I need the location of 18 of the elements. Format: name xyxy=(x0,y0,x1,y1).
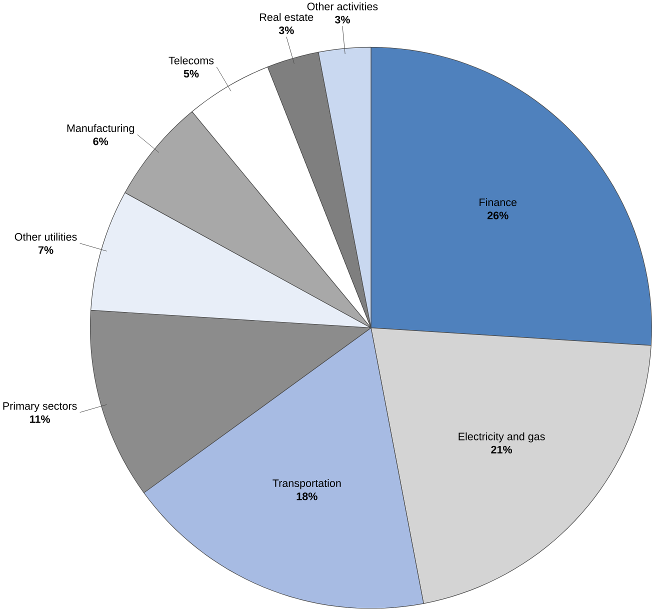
data-label: 5% xyxy=(184,70,199,78)
data-label: 21% xyxy=(491,446,512,454)
data-label: 26% xyxy=(487,212,508,220)
data-label: 3% xyxy=(334,16,350,24)
slice-label: Real estate xyxy=(260,13,314,22)
slice-label: Other utilities xyxy=(14,232,77,241)
slice-label: Primary sectors xyxy=(3,402,77,412)
slice-label: Finance xyxy=(480,198,517,206)
slice-label: Electricity and gas xyxy=(458,432,545,443)
data-label: 18% xyxy=(296,492,318,500)
slice-label: Telecoms xyxy=(168,56,214,64)
data-label: 7% xyxy=(38,246,54,254)
data-label: 6% xyxy=(93,138,108,146)
data-label: 3% xyxy=(278,26,294,34)
slice-label: Transportation xyxy=(272,479,341,490)
data-label: 11% xyxy=(30,415,50,424)
slice-label: Other activities xyxy=(307,2,378,10)
slice-label: Manufacturing xyxy=(67,124,134,134)
